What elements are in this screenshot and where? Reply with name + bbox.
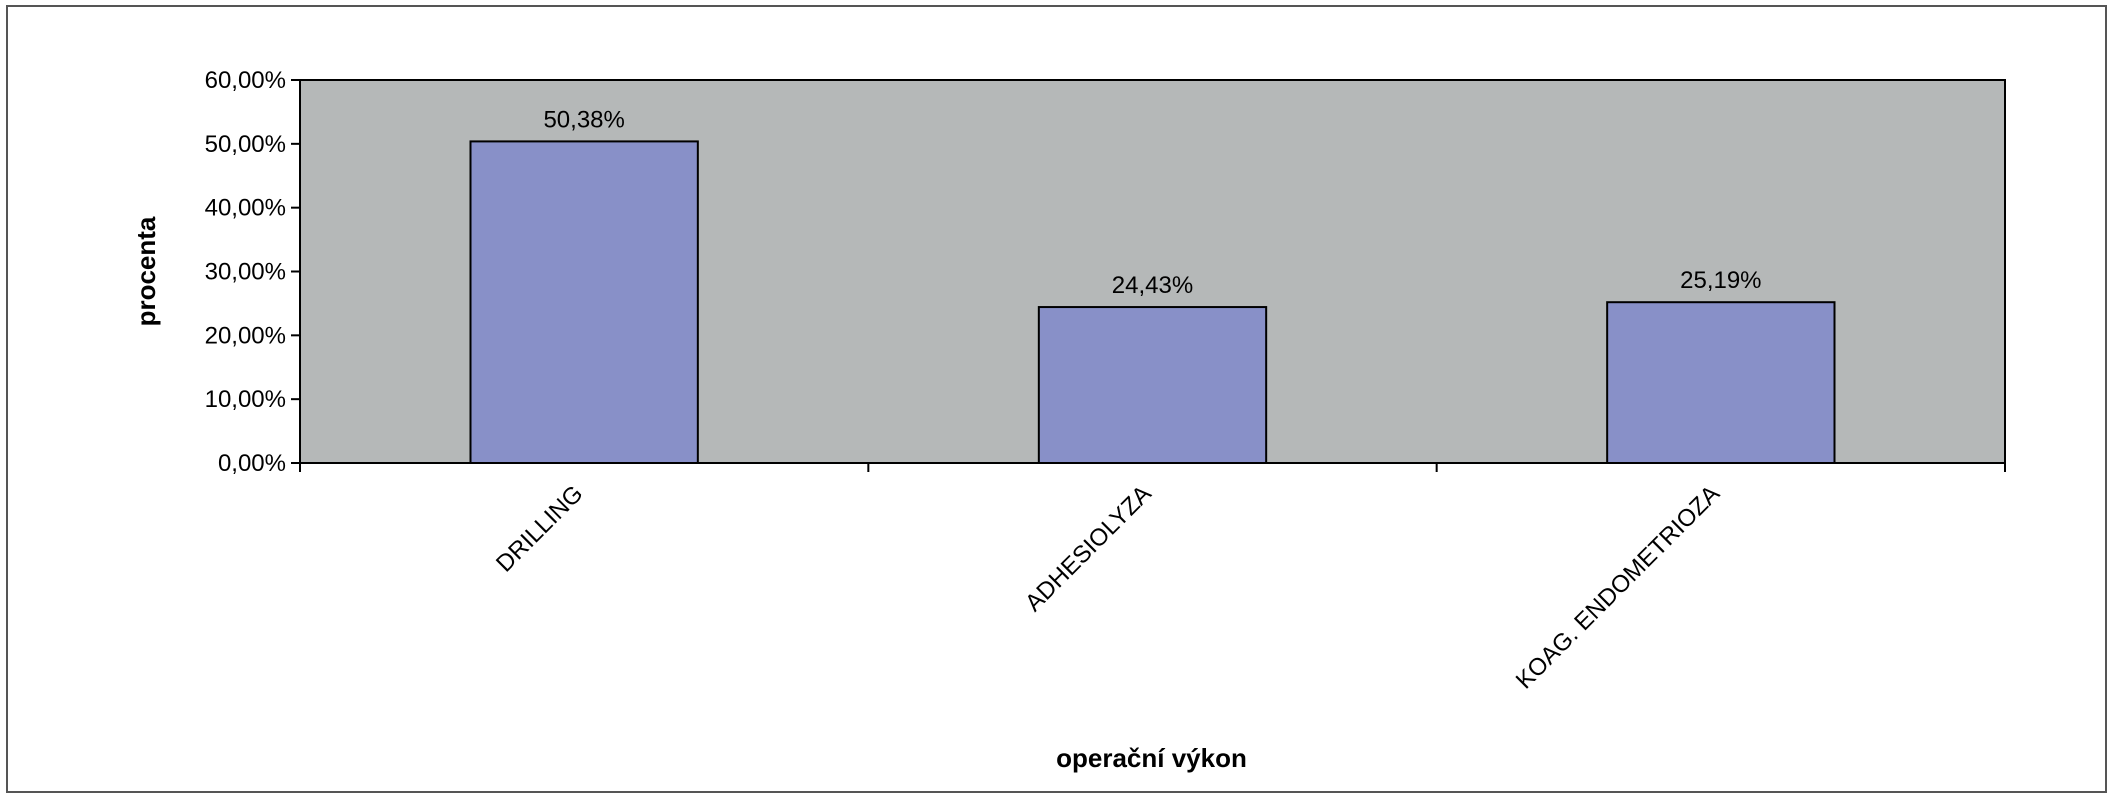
bar-adhesiolyza xyxy=(1037,306,1268,465)
data-label: 50,38% xyxy=(543,106,624,133)
y-tick-label: 60,00% xyxy=(205,67,286,94)
category-label: ADHESIOLYZA xyxy=(1020,480,1157,617)
y-tick-label: 20,00% xyxy=(205,322,286,349)
data-label: 24,43% xyxy=(1112,272,1193,299)
y-tick-label: 50,00% xyxy=(205,131,286,158)
y-tick-label: 30,00% xyxy=(205,259,286,286)
data-label: 25,19% xyxy=(1680,267,1761,294)
y-tick-label: 10,00% xyxy=(205,386,286,413)
category-label: KOAG. ENDOMETRIOZA xyxy=(1511,480,1725,694)
y-tick-label: 0,00% xyxy=(218,450,286,477)
x-axis-title: operační výkon xyxy=(1056,743,1247,773)
y-tick-label: 40,00% xyxy=(205,195,286,222)
category-labels: DRILLING ADHESIOLYZA KOAG. ENDOMETRIOZA xyxy=(491,480,1725,694)
bar-drilling xyxy=(469,140,699,465)
bar-koag-endometrioza xyxy=(1606,301,1836,464)
data-labels: 50,38% 24,43% 25,19% xyxy=(543,106,1761,299)
bars xyxy=(469,140,1836,465)
category-label: DRILLING xyxy=(491,480,588,577)
y-axis-title: procenta xyxy=(131,216,161,326)
y-axis-ticks: 0,00% 10,00% 20,00% 30,00% 40,00% 50,00% 60,00… xyxy=(205,67,300,477)
x-axis-ticks xyxy=(299,463,2006,472)
